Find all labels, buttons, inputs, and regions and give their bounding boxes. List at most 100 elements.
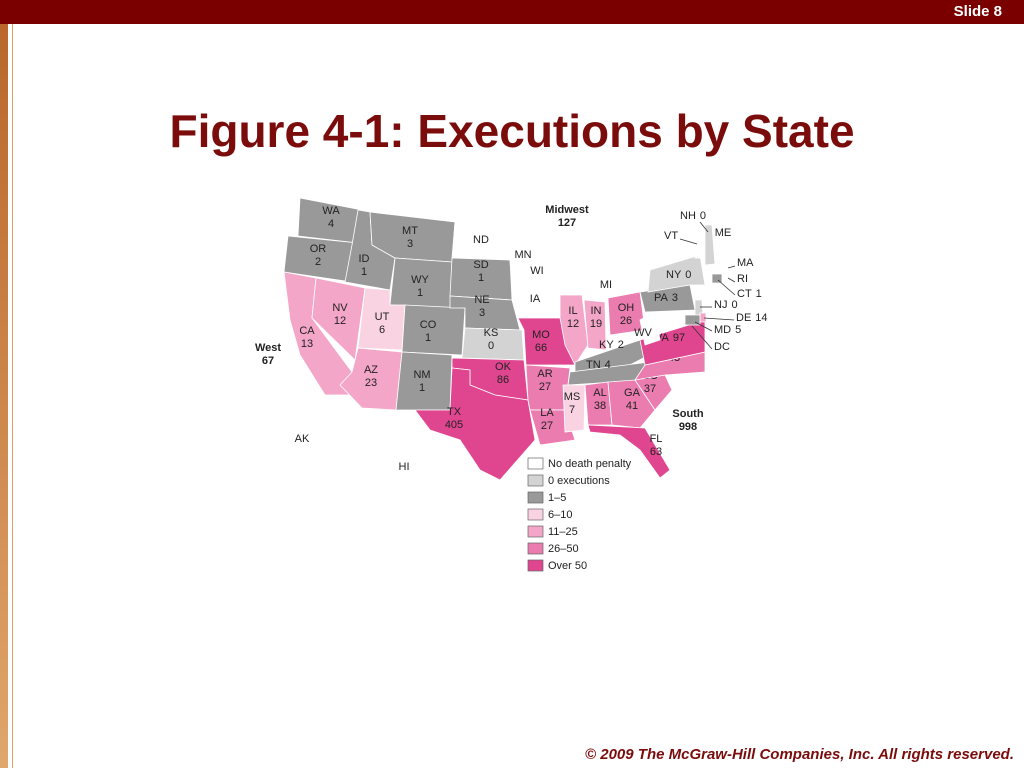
state-executions: 2 — [618, 339, 624, 351]
state-label: MI — [600, 279, 612, 291]
state-abbr: IN — [591, 305, 602, 317]
legend-label: No death penalty — [548, 458, 632, 470]
leader-line — [703, 317, 735, 321]
state — [539, 247, 576, 293]
state-abbr: TX — [447, 406, 462, 418]
slide-number: Slide 8 — [953, 3, 1002, 20]
state-executions: 0 — [731, 299, 737, 311]
state-label: WA 4 — [322, 205, 340, 230]
state-label: TN 4 — [586, 359, 611, 371]
state-executions: 38 — [594, 400, 606, 412]
state-label: WI — [530, 265, 543, 277]
state-abbr: MA — [737, 257, 754, 269]
slide-title: Figure 4-1: Executions by State — [169, 105, 855, 157]
state-abbr: MI — [600, 279, 612, 291]
state-label: NM 1 — [413, 369, 430, 394]
state-label: HI — [399, 461, 410, 473]
state-executions: 23 — [365, 377, 377, 389]
leader-line — [679, 238, 698, 245]
state-abbr: VT — [664, 230, 678, 242]
state-label: NY 0 — [666, 269, 691, 281]
state-executions: 4 — [328, 218, 334, 230]
state-executions: 26 — [620, 315, 632, 327]
state-label: IN 19 — [590, 305, 602, 330]
legend-label: 1–5 — [548, 492, 566, 504]
region-label: West 67 — [255, 342, 281, 367]
region-total: 127 — [558, 217, 576, 229]
state — [574, 339, 656, 373]
state-abbr: NY — [666, 269, 682, 281]
state — [517, 317, 576, 366]
state-label: MD 5 — [714, 324, 741, 336]
state-executions: 6 — [379, 324, 385, 336]
state-label: AZ 23 — [364, 364, 378, 389]
state-executions: 1 — [478, 272, 484, 284]
state-abbr: RI — [737, 273, 748, 285]
legend-swatch — [527, 508, 544, 521]
state-executions: 1 — [425, 332, 431, 344]
state-label: IA — [530, 293, 541, 305]
state-label: NE 3 — [474, 294, 489, 319]
state-executions: 1 — [361, 266, 367, 278]
state-abbr: PA — [654, 292, 669, 304]
state-label: VT — [664, 230, 678, 242]
state-label: TX 405 — [445, 406, 463, 431]
legend-swatch — [527, 491, 544, 504]
state-executions: 1 — [419, 382, 425, 394]
state — [414, 367, 536, 481]
state — [647, 254, 706, 293]
state-label: OK 86 — [495, 361, 512, 386]
state — [721, 273, 731, 282]
state-executions: 41 — [626, 400, 638, 412]
state-abbr: WI — [530, 265, 543, 277]
state-label: GA 41 — [624, 387, 641, 412]
state-label: FL 63 — [650, 433, 663, 458]
state-abbr: SD — [473, 259, 488, 271]
state-label: CO 1 — [420, 319, 437, 344]
state-label: OR 2 — [310, 243, 327, 268]
state-abbr: ME — [715, 227, 732, 239]
state-executions: 12 — [334, 315, 346, 327]
state — [699, 312, 707, 323]
state-executions: 0 — [685, 269, 691, 281]
state-label: MS 7 — [564, 391, 581, 416]
state-label: KY 2 — [599, 339, 624, 351]
state-abbr: IA — [530, 293, 541, 305]
region-label: Midwest 127 — [545, 204, 589, 229]
state-label: UT 6 — [375, 311, 390, 336]
region-total: 998 — [679, 421, 697, 433]
state-abbr: HI — [399, 461, 410, 473]
state-abbr: AL — [593, 387, 606, 399]
state-executions: 12 — [567, 318, 579, 330]
state-executions: 1 — [756, 288, 762, 300]
state-label: MN — [514, 249, 531, 261]
state-abbr: MD — [714, 324, 731, 336]
state-abbr: WA — [322, 205, 340, 217]
state-label: MO 66 — [532, 329, 550, 354]
region-name: West — [255, 342, 281, 354]
leader-line — [727, 265, 736, 269]
state-abbr: DC — [714, 341, 730, 353]
state — [639, 319, 706, 366]
region-name: Midwest — [545, 204, 589, 216]
state-executions: 2 — [315, 256, 321, 268]
state-label: PA 3 — [654, 292, 678, 304]
state — [607, 379, 656, 429]
leader-line — [694, 321, 713, 332]
legend-label: 11–25 — [548, 526, 578, 538]
state-abbr: UT — [375, 311, 390, 323]
state-abbr: AZ — [364, 364, 378, 376]
state-label: NJ 0 — [714, 299, 738, 311]
state-executions: 3 — [479, 307, 485, 319]
legend-swatch — [527, 525, 544, 538]
region-label: South 998 — [672, 408, 703, 433]
state-executions: 1 — [417, 287, 423, 299]
state-abbr: ID — [359, 253, 370, 265]
state-label: ID 1 — [359, 253, 370, 278]
legend-label: 6–10 — [548, 509, 572, 521]
left-stripe — [0, 24, 8, 768]
state — [383, 449, 426, 476]
leader-line — [699, 221, 709, 233]
state-abbr: OH — [618, 302, 635, 314]
